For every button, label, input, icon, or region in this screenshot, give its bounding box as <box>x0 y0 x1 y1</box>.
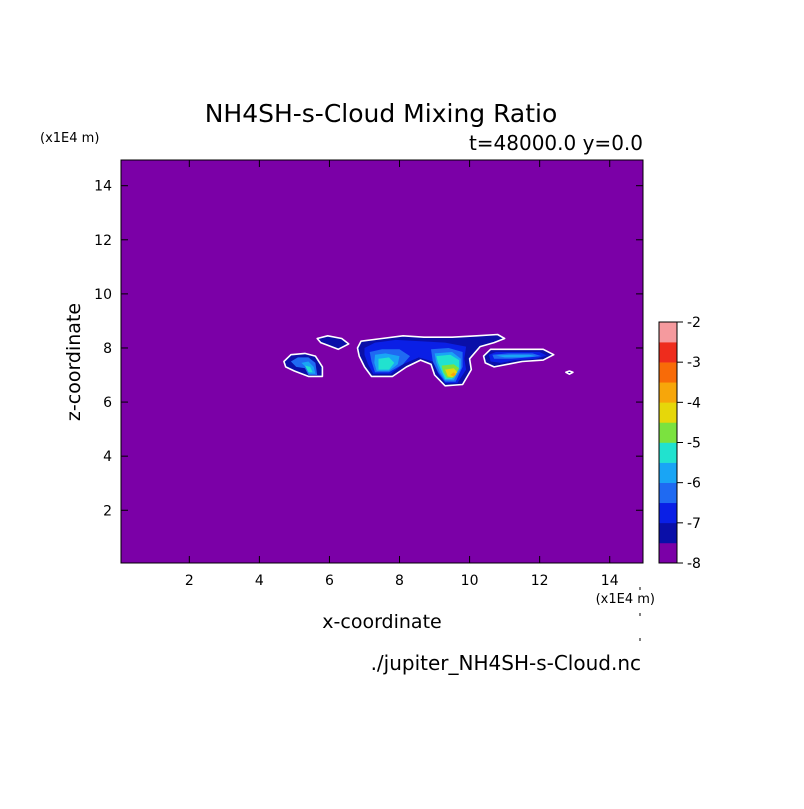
x-tick-label: 6 <box>325 573 334 589</box>
colorbar-tick-label: -4 <box>687 395 701 411</box>
contour-level <box>304 365 313 373</box>
contour-level <box>316 334 350 351</box>
colorbar-tick-label: -3 <box>687 355 701 371</box>
colorbar-tick-label: -2 <box>687 315 701 331</box>
y-tick-label: 12 <box>94 233 112 249</box>
contour-level <box>565 370 574 376</box>
x-axis-label: x-coordinate <box>322 611 441 633</box>
chart-title: NH4SH-s-Cloud Mixing Ratio <box>205 99 558 128</box>
contour-level <box>495 354 537 358</box>
x-tick-label: 10 <box>461 573 479 589</box>
colorbar-band <box>659 342 677 363</box>
cloud-region-tiny-right-dot <box>565 370 574 376</box>
colorbar-band <box>659 442 677 463</box>
y-tick-label: 10 <box>94 287 112 303</box>
x-tick-label: 14 <box>601 573 619 589</box>
x-tick-label: 4 <box>255 573 264 589</box>
x-unit-label: (x1E4 m) <box>596 592 655 607</box>
colorbar-tick-label: -8 <box>687 556 701 572</box>
plot-frame <box>120 159 644 564</box>
colorbar: -8 -7 -6 -5 -4 -3 -2 <box>658 315 701 572</box>
cloud-region-small-top-blob <box>316 334 350 351</box>
x-tick-label: 12 <box>531 573 549 589</box>
contour-level <box>450 372 457 377</box>
colorbar-band <box>659 362 677 383</box>
colorbar-band <box>659 522 677 544</box>
x-axis: 2 4 6 8 10 12 14 <box>185 160 619 589</box>
contour-level <box>378 357 395 370</box>
y-unit-label: (x1E4 m) <box>40 131 99 146</box>
colorbar-band <box>659 402 677 423</box>
chart-subtitle: t=48000.0 y=0.0 <box>469 131 643 155</box>
cloud-region-right-blob <box>482 348 555 368</box>
plot-area: 2 4 6 8 10 12 14 2 4 6 8 10 12 14 <box>94 159 644 589</box>
colorbar-band <box>659 422 677 443</box>
colorbar-tick-label: -5 <box>687 436 701 452</box>
colorbar-tick-label: -7 <box>687 516 701 532</box>
cloud-region-center-complex <box>356 333 506 387</box>
file-label: ./jupiter_NH4SH-s-Cloud.nc <box>371 651 641 675</box>
y-axis: 2 4 6 8 10 12 14 <box>94 179 643 519</box>
colorbar-band <box>659 322 677 343</box>
colorbar-tick-label: -6 <box>687 476 701 492</box>
y-tick-label: 4 <box>103 449 112 465</box>
colorbar-band <box>659 542 677 564</box>
cloud-region-left-blob <box>283 352 324 378</box>
x-tick-label: 8 <box>395 573 404 589</box>
colorbar-band <box>659 382 677 403</box>
x-tick-label: 2 <box>185 573 194 589</box>
colorbar-band <box>659 462 677 483</box>
y-tick-label: 6 <box>103 395 112 411</box>
y-tick-label: 2 <box>103 503 112 519</box>
colorbar-band <box>659 482 677 504</box>
y-tick-label: 8 <box>103 341 112 357</box>
y-axis-label: z-coordinate <box>63 303 85 421</box>
cloud-regions <box>283 333 574 387</box>
y-tick-label: 14 <box>94 179 112 195</box>
colorbar-band <box>659 502 677 524</box>
